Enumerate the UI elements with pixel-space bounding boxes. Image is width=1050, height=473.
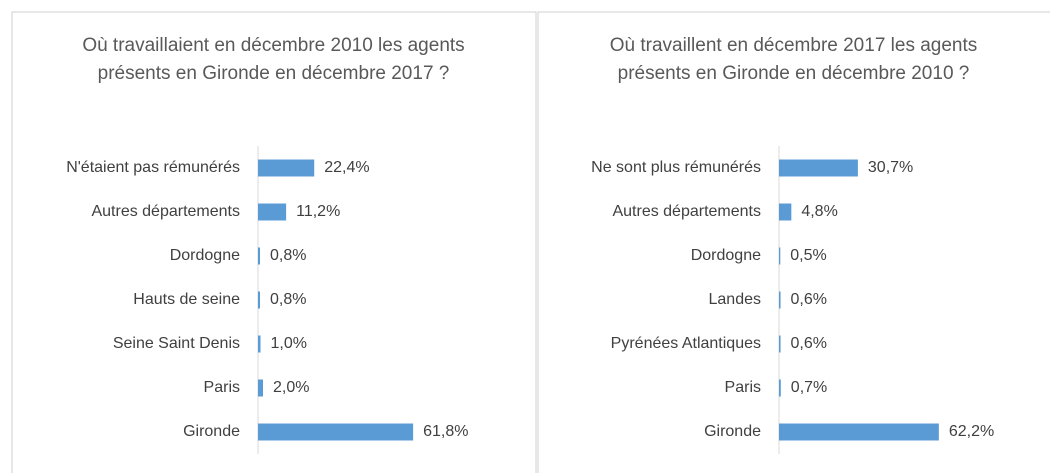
value-label: 0,6% <box>791 335 827 352</box>
category-label: Hauts de seine <box>133 291 240 308</box>
panel <box>11 11 537 473</box>
category-label: Pyrénées Atlantiques <box>611 335 761 352</box>
category-label: Ne sont plus rémunérés <box>591 159 761 176</box>
bar <box>258 159 315 177</box>
chart-title: Où travaillent en décembre 2017 les agen… <box>609 35 978 84</box>
category-label: Dordogne <box>691 247 761 264</box>
value-label: 11,2% <box>296 203 340 220</box>
bar <box>779 247 781 265</box>
value-label: 30,7% <box>868 159 913 176</box>
category-label: Gironde <box>183 423 240 440</box>
bar <box>258 247 261 265</box>
category-label: Paris <box>204 379 240 396</box>
value-label: 61,8% <box>423 423 468 440</box>
category-label: Autres départements <box>91 203 240 220</box>
panel <box>537 11 1050 473</box>
bar <box>779 159 858 177</box>
value-label: 0,5% <box>790 247 826 264</box>
category-label: Dordogne <box>170 247 240 264</box>
chart-title: Où travaillaient en décembre 2010 les ag… <box>82 35 465 84</box>
bar <box>258 203 287 221</box>
bar <box>779 291 781 309</box>
value-label: 4,8% <box>801 203 837 220</box>
bar <box>779 335 781 353</box>
value-label: 0,8% <box>270 247 306 264</box>
category-label: Paris <box>725 379 761 396</box>
bar <box>258 379 264 397</box>
category-label: Gironde <box>704 423 761 440</box>
bar <box>779 203 792 221</box>
bar <box>779 379 781 397</box>
category-label: Autres départements <box>612 203 761 220</box>
bar <box>258 423 414 441</box>
value-label: 0,8% <box>270 291 306 308</box>
value-label: 1,0% <box>271 335 307 352</box>
category-label: Landes <box>709 291 762 308</box>
bar <box>779 423 939 441</box>
value-label: 62,2% <box>949 423 994 440</box>
bar <box>258 335 261 353</box>
value-label: 22,4% <box>324 159 369 176</box>
value-label: 2,0% <box>273 379 309 396</box>
value-label: 0,7% <box>791 379 827 396</box>
category-label: Seine Saint Denis <box>113 335 240 352</box>
value-label: 0,6% <box>791 291 827 308</box>
category-label: N'étaient pas rémunérés <box>66 159 240 176</box>
bar <box>258 291 261 309</box>
